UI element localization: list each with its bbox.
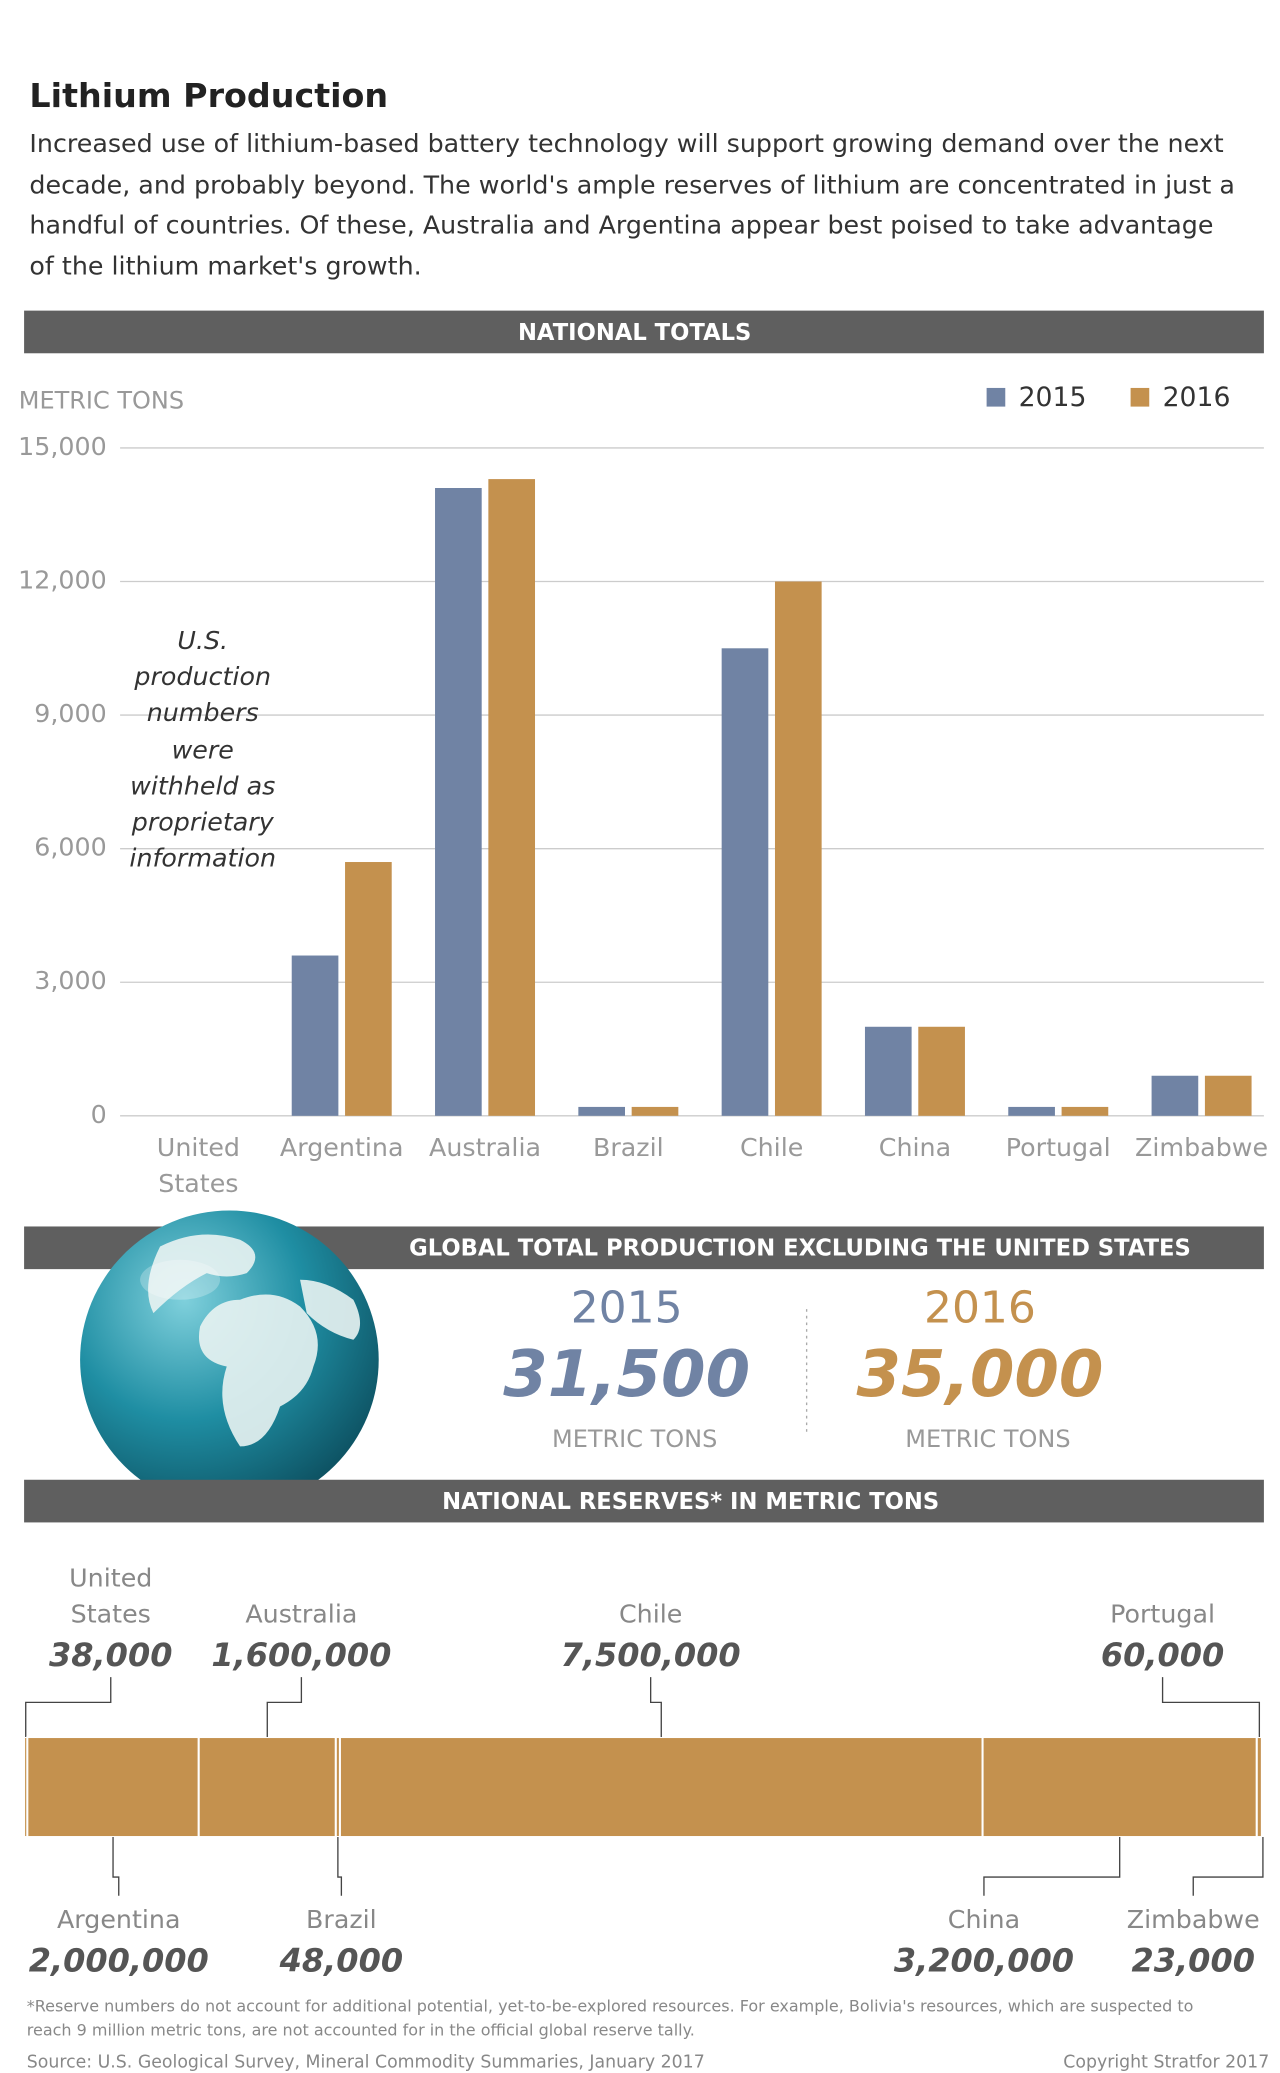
reserve-name: Zimbabwe — [1127, 1904, 1260, 1934]
reserve-name-box: Portugal — [1110, 1599, 1216, 1630]
footnote-box: *Reserve numbers do not account for addi… — [26, 1997, 1194, 2040]
annotation: U.S. production numbers were withheld as… — [129, 626, 277, 874]
total-year: 2015 — [571, 1282, 683, 1333]
reserve-segment — [981, 1736, 1258, 1839]
section-title: GLOBAL TOTAL PRODUCTION EXCLUDING THE UN… — [409, 1236, 1191, 1262]
y-tick-label: 15,000 — [18, 431, 107, 461]
source: Source: U.S. Geological Survey, Mineral … — [27, 2052, 705, 2072]
annotation-box: U.S. production numbers were withheld as… — [129, 626, 277, 874]
y-tick-label: 6,000 — [34, 832, 106, 862]
bar — [291, 955, 339, 1116]
bar — [631, 1106, 679, 1116]
intro-text: Increased use of lithium-based battery t… — [29, 129, 1235, 281]
x-tick-label: Zimbabwe — [1135, 1133, 1269, 1163]
y-tick-label: 0 — [91, 1099, 107, 1129]
bar — [1204, 1075, 1252, 1116]
reserve-name-box: United States — [69, 1563, 153, 1630]
globe — [80, 1210, 379, 1510]
reserve-segment — [197, 1736, 337, 1839]
reserve-name-box: Chile — [618, 1599, 683, 1630]
leader-line — [337, 1837, 343, 1896]
reserve-name: United States — [69, 1563, 153, 1630]
x-tick-label-box: United States — [156, 1133, 241, 1199]
copyright: Copyright Stratfor 2017 — [1063, 2052, 1269, 2072]
reserve-value: 60,000 — [1101, 1636, 1224, 1674]
total-value: 35,000 — [857, 1338, 1104, 1412]
reserve-name: Brazil — [306, 1904, 377, 1934]
leader-line — [1192, 1837, 1264, 1896]
bar — [774, 581, 822, 1116]
bar — [345, 862, 392, 1116]
title: Lithium Production — [29, 76, 388, 115]
bar — [864, 1026, 912, 1116]
reserve-name: Australia — [245, 1599, 358, 1630]
x-tick-label-box: China — [878, 1133, 952, 1163]
x-tick-label: China — [878, 1133, 952, 1163]
legend-label: 2015 — [1019, 382, 1087, 413]
section-title: NATIONAL RESERVES* IN METRIC TONS — [442, 1489, 939, 1515]
leader-line — [25, 1677, 112, 1738]
x-tick-label: Argentina — [279, 1133, 404, 1163]
section-title: NATIONAL TOTALS — [518, 320, 751, 346]
bar — [435, 488, 482, 1116]
x-tick-label-box: Argentina — [279, 1133, 404, 1163]
bar — [1061, 1106, 1109, 1116]
reserve-value: 2,000,000 — [29, 1941, 209, 1979]
reserve-value: 3,200,000 — [894, 1941, 1074, 1979]
legend-swatch — [1130, 387, 1150, 407]
legend-swatch — [986, 387, 1006, 407]
x-tick-label: United States — [156, 1133, 241, 1199]
total-year: 2016 — [924, 1282, 1036, 1333]
bar — [578, 1106, 626, 1116]
x-tick-label-box: Zimbabwe — [1135, 1133, 1269, 1163]
x-tick-label: Brazil — [592, 1133, 664, 1163]
total-unit: METRIC TONS — [905, 1425, 1070, 1453]
bar — [1151, 1075, 1199, 1116]
bar — [488, 479, 536, 1116]
reserve-name: China — [948, 1904, 1020, 1934]
y-tick-label: 9,000 — [34, 698, 106, 728]
reserve-value: 7,500,000 — [561, 1636, 741, 1674]
y-axis-label: METRIC TONS — [19, 386, 184, 414]
reserve-value: 48,000 — [279, 1941, 403, 1979]
x-tick-label: Chile — [739, 1133, 804, 1163]
y-tick-label: 12,000 — [18, 565, 107, 595]
bar — [721, 648, 769, 1116]
reserve-segment — [1260, 1736, 1265, 1839]
x-tick-label: Australia — [428, 1133, 542, 1163]
bar — [1008, 1106, 1055, 1116]
banner — [24, 310, 1264, 354]
total-value: 31,500 — [503, 1338, 750, 1412]
x-tick-label: Portugal — [1005, 1133, 1111, 1163]
reserve-segment — [338, 1736, 984, 1839]
leader-line — [649, 1677, 662, 1738]
bar — [918, 1026, 965, 1116]
reserve-name: Portugal — [1110, 1599, 1216, 1630]
reserve-segment — [26, 1736, 200, 1839]
x-tick-label-box: Portugal — [1005, 1133, 1111, 1163]
leader-line — [112, 1837, 120, 1896]
reserve-name: Chile — [618, 1599, 683, 1630]
total-unit: METRIC TONS — [552, 1425, 717, 1453]
x-tick-label-box: Chile — [739, 1133, 804, 1163]
y-tick-label: 3,000 — [34, 965, 106, 995]
reserve-value: 38,000 — [49, 1636, 172, 1674]
x-tick-label-box: Australia — [428, 1133, 542, 1163]
leader-line — [266, 1677, 303, 1738]
leader-line — [1161, 1677, 1261, 1738]
legend-label: 2016 — [1163, 382, 1231, 413]
reserve-value: 1,600,000 — [211, 1636, 391, 1674]
reserve-name-box: Australia — [245, 1599, 358, 1630]
banner — [24, 1479, 1264, 1523]
leader-line — [983, 1837, 1121, 1896]
reserve-name: Argentina — [57, 1904, 180, 1934]
x-tick-label-box: Brazil — [592, 1133, 664, 1163]
footnote: *Reserve numbers do not account for addi… — [26, 1997, 1194, 2040]
intro-box: Increased use of lithium-based battery t… — [29, 129, 1235, 281]
reserve-value: 23,000 — [1132, 1941, 1255, 1979]
